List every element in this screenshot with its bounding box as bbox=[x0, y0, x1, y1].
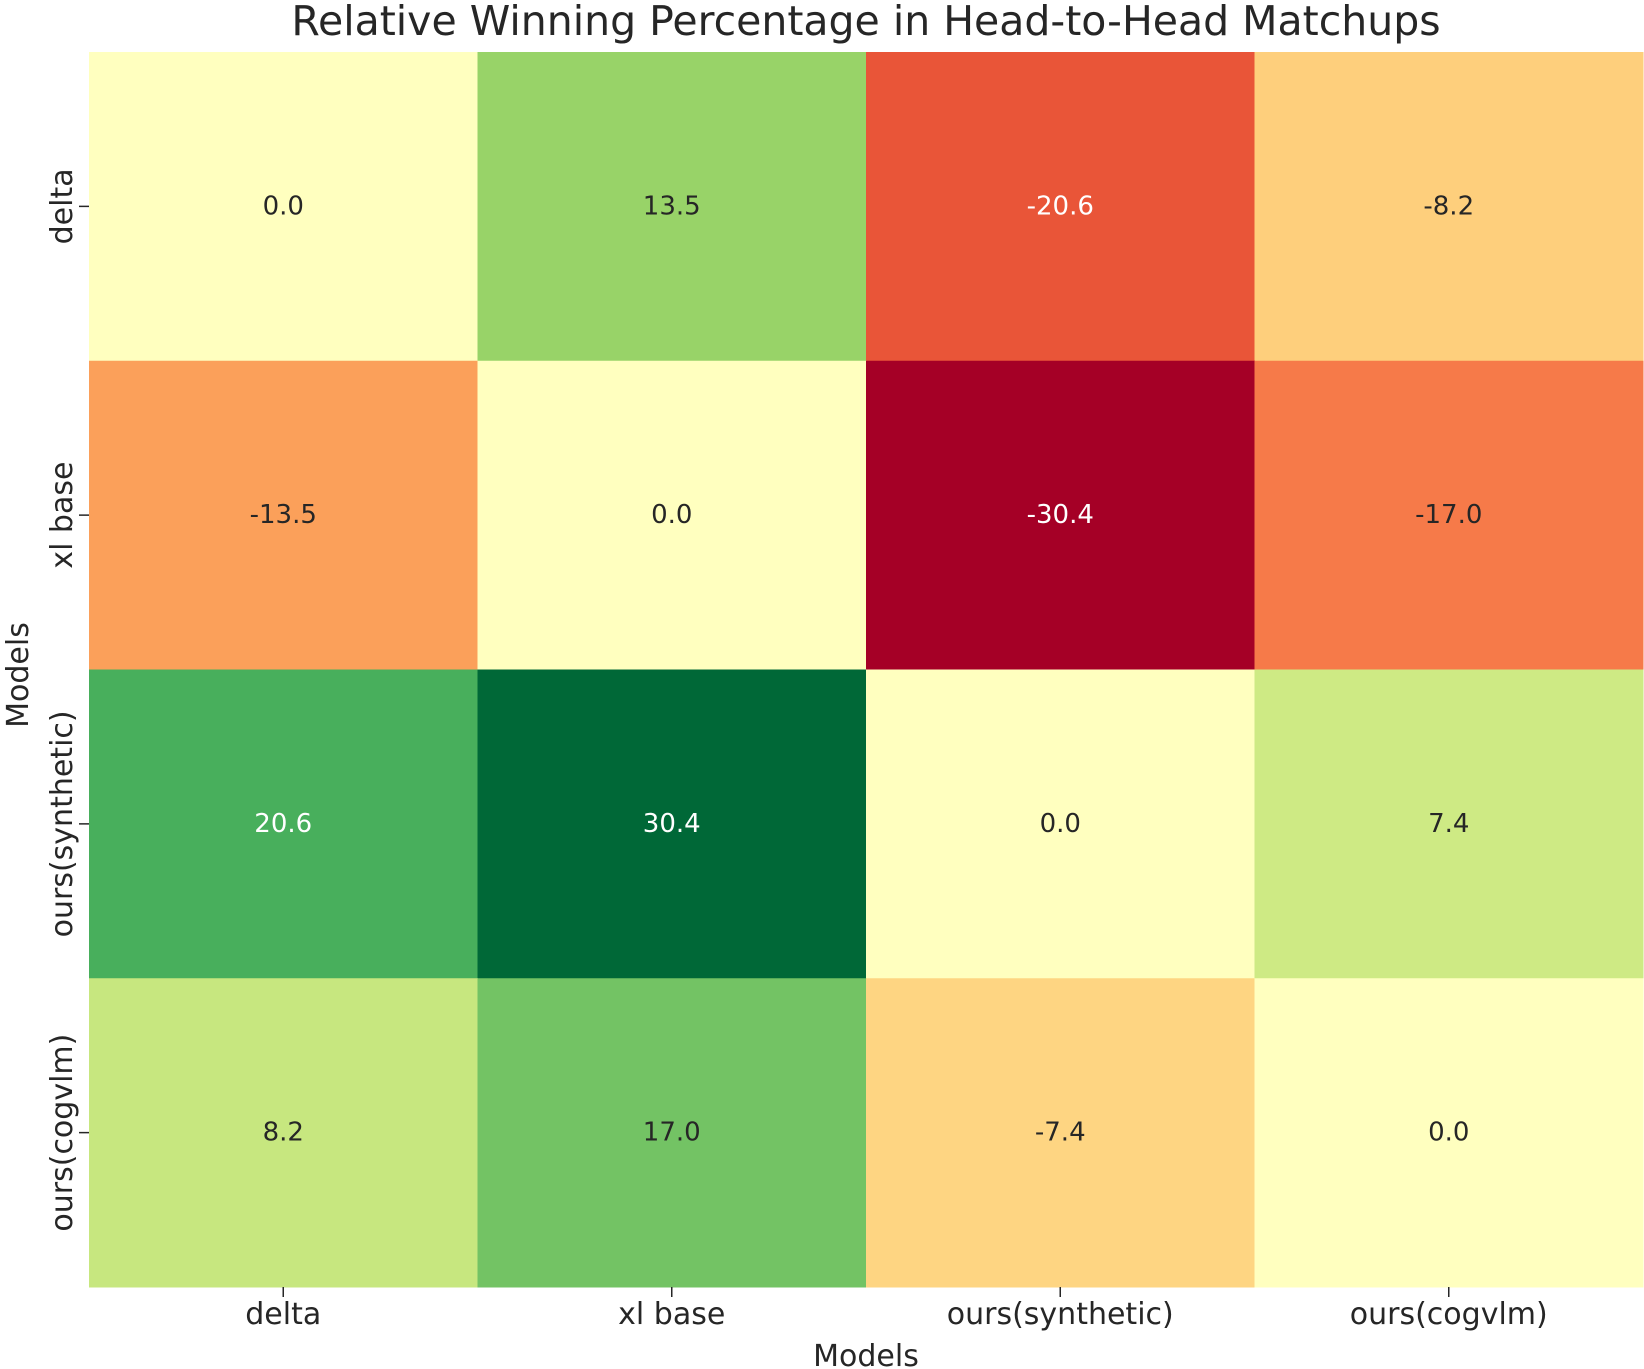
x-axis-label: Models bbox=[813, 1339, 919, 1369]
heatmap-cell bbox=[89, 52, 478, 362]
x-tick-label: ours(synthetic) bbox=[947, 1297, 1174, 1332]
y-tick-label: ours(cogvlm) bbox=[45, 1034, 80, 1232]
heatmap-cell bbox=[1254, 52, 1644, 362]
y-tick-label: delta bbox=[45, 168, 80, 244]
heatmap-cell bbox=[866, 360, 1255, 670]
cell-value-label: 13.5 bbox=[643, 191, 701, 221]
cell-value-label: 8.2 bbox=[263, 1118, 304, 1148]
cell-value-label: 17.0 bbox=[643, 1118, 701, 1148]
heatmap-cell bbox=[866, 52, 1255, 362]
heatmap-cell bbox=[89, 669, 478, 979]
cell-value-label: 0.0 bbox=[651, 500, 692, 530]
cell-value-label: 0.0 bbox=[1040, 809, 1081, 839]
y-tick-label: ours(synthetic) bbox=[45, 710, 80, 937]
axis-ticks: delta xl base ours(synthetic) ours(cogvlm) d… bbox=[45, 168, 1548, 1332]
cell-value-label: -30.4 bbox=[1027, 500, 1094, 530]
heatmap-cell bbox=[1254, 978, 1644, 1288]
heatmap-cell bbox=[477, 669, 867, 979]
heatmap-cell bbox=[477, 978, 867, 1288]
x-tick-label: ours(cogvlm) bbox=[1350, 1297, 1548, 1332]
cell-value-label: 20.6 bbox=[254, 809, 312, 839]
x-tick-label: xl base bbox=[618, 1297, 725, 1332]
cell-value-label: 0.0 bbox=[1428, 1118, 1469, 1148]
heatmap-cell bbox=[866, 978, 1255, 1288]
heatmap-cell bbox=[89, 978, 478, 1288]
heatmap-cell bbox=[477, 360, 867, 670]
heatmap-cells: 0.0 13.5 -20.6 -8.2 -13.5 0.0 -30.4 -17.0 20.6 30… bbox=[89, 52, 1644, 1288]
heatmap-cell bbox=[89, 360, 478, 670]
cell-value-label: -20.6 bbox=[1027, 191, 1094, 221]
heatmap-cell bbox=[866, 669, 1255, 979]
cell-value-label: 0.0 bbox=[263, 191, 304, 221]
chart-title: Relative Winning Percentage in Head-to-H… bbox=[291, 0, 1440, 45]
heatmap-cell bbox=[1254, 669, 1644, 979]
x-tick-label: delta bbox=[245, 1297, 321, 1332]
cell-value-label: -13.5 bbox=[250, 500, 317, 530]
heatmap-cell bbox=[1254, 360, 1644, 670]
heatmap-cell bbox=[477, 52, 867, 362]
cell-value-label: 30.4 bbox=[643, 809, 701, 839]
cell-value-label: -8.2 bbox=[1423, 191, 1474, 221]
y-axis-label: Models bbox=[1, 622, 36, 728]
cell-value-label: 7.4 bbox=[1428, 809, 1469, 839]
cell-value-label: -17.0 bbox=[1415, 500, 1482, 530]
cell-value-label: -7.4 bbox=[1035, 1118, 1086, 1148]
y-tick-label: xl base bbox=[45, 462, 80, 569]
